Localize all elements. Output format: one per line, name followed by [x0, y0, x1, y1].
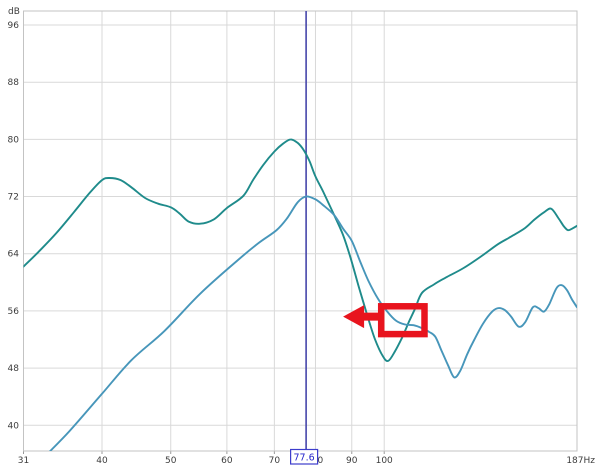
y-axis-unit-label: dB [8, 7, 20, 17]
y-tick-label: 40 [8, 421, 20, 431]
x-tick-label: 31 [18, 456, 29, 466]
cursor-readout-box[interactable] [290, 448, 319, 465]
y-tick-label: 96 [8, 21, 20, 31]
x-tick-label: 50 [165, 456, 177, 466]
y-tick-label: 64 [8, 250, 20, 260]
x-tick-label: 90 [346, 456, 358, 466]
left-arrow-icon [343, 305, 365, 329]
annotation-rectangle [377, 303, 428, 338]
y-tick-label: 80 [8, 135, 20, 145]
plot-area[interactable] [23, 11, 578, 451]
x-tick-label: 60 [221, 456, 233, 466]
y-tick-label: 72 [8, 193, 19, 203]
x-tick-label: 40 [96, 456, 108, 466]
y-tick-label: 88 [8, 78, 20, 88]
x-tick-label: 100 [376, 456, 393, 466]
curve-1-teal [23, 138, 577, 363]
x-tick-label: 70 [269, 456, 281, 466]
y-tick-label: 48 [8, 364, 20, 374]
annotation-arrow-shaft [362, 312, 381, 321]
y-tick-label: 56 [8, 307, 20, 317]
x-axis-end-label: 187Hz [566, 456, 595, 466]
cursor-readout-value: 77.6 [294, 453, 315, 464]
